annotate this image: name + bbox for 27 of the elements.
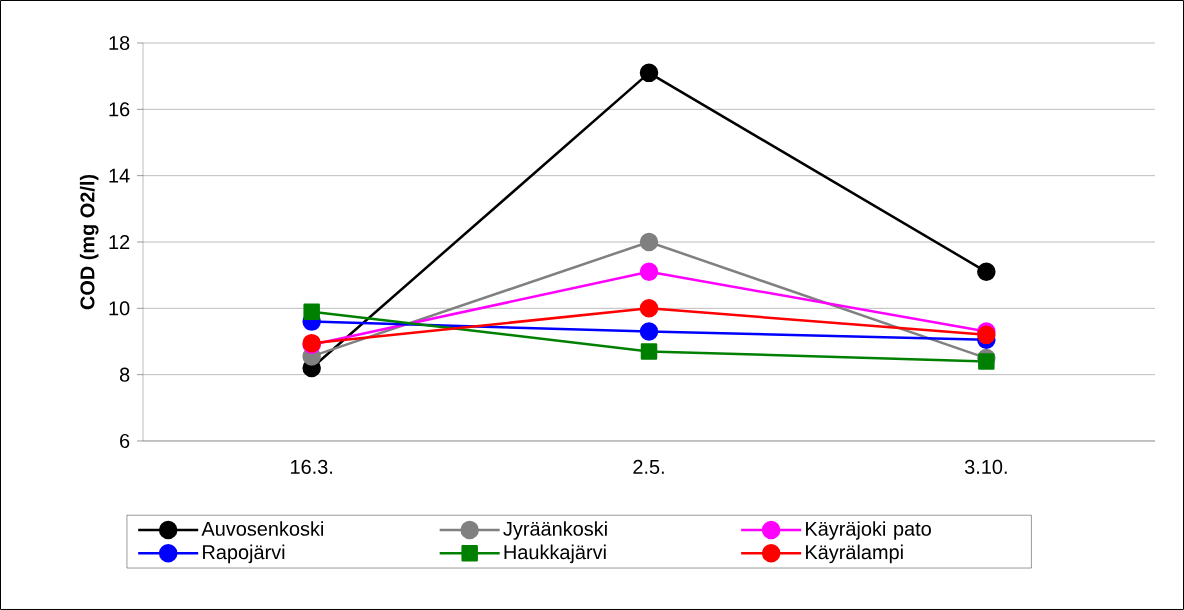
- point: [977, 262, 996, 282]
- x-tick-label: 16.3.: [291, 459, 333, 474]
- point: [640, 343, 658, 360]
- point: [978, 353, 995, 370]
- y-tick-label: 8: [119, 367, 130, 382]
- point: [977, 325, 996, 345]
- y-tick-label: 10: [109, 301, 130, 316]
- y-axis-title: COD (mg O2/l): [79, 174, 99, 310]
- legend-label: Haukkajärvi: [504, 544, 606, 564]
- x-tick-label: 3.10.: [964, 459, 1007, 474]
- y-tick-label: 14: [109, 168, 130, 183]
- legend-label: Rapojärvi: [203, 544, 285, 564]
- x-tick-label: 2.5.: [633, 459, 664, 474]
- point: [303, 303, 320, 320]
- legend-label: Käyräjoki pato: [806, 521, 931, 540]
- legend-label: Auvosenkoski: [201, 521, 324, 536]
- legend-label: Jyräänkoski: [503, 521, 607, 540]
- y-tick-label: 12: [109, 235, 130, 249]
- point: [639, 63, 659, 83]
- point: [639, 322, 659, 341]
- legend-label: Käyrälampi: [806, 544, 903, 564]
- y-tick-label: 18: [109, 35, 130, 51]
- y-tick-label: 6: [120, 433, 130, 449]
- point: [639, 262, 659, 282]
- point: [639, 232, 659, 252]
- y-tick-label: 16: [109, 102, 130, 117]
- point: [639, 299, 659, 318]
